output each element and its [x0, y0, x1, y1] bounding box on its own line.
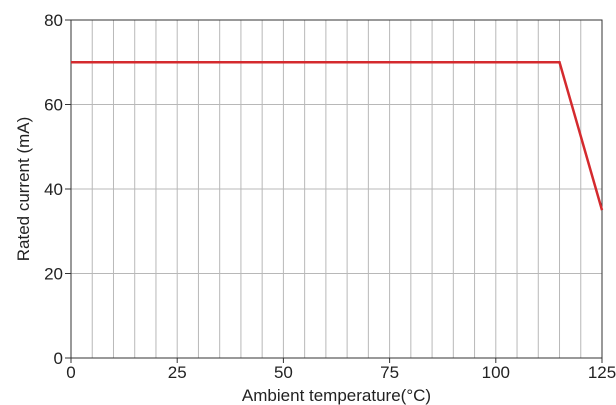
x-tick-label: 50: [274, 363, 293, 382]
x-tick-label: 75: [380, 363, 399, 382]
series-layer: [71, 61, 604, 211]
x-tick-label: 0: [66, 363, 75, 382]
y-tick-label: 40: [44, 180, 63, 199]
y-tick-label: 0: [54, 349, 63, 368]
tick-labels: 0 20 40 60 80 0 25 50 75 100 125: [44, 11, 616, 382]
x-tick-label: 125: [588, 363, 616, 382]
x-tick-label: 100: [482, 363, 510, 382]
x-axis-label: Ambient temperature(°C): [242, 386, 431, 405]
y-tick-label: 80: [44, 11, 63, 30]
x-tick-label: 25: [168, 363, 187, 382]
y-tick-label: 20: [44, 265, 63, 284]
series-line: [71, 61, 604, 211]
axes: [65, 19, 603, 363]
grid: [71, 20, 602, 358]
y-axis-label: Rated current (mA): [14, 117, 33, 262]
y-tick-label: 60: [44, 96, 63, 115]
